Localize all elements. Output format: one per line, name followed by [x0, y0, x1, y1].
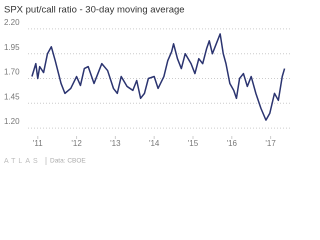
x-tick-label: '16 [227, 139, 238, 148]
y-tick-label: 1.95 [4, 43, 20, 52]
x-tick-label: '15 [188, 139, 199, 148]
brand: ATLAS [4, 158, 41, 165]
x-tick-label: '17 [265, 139, 276, 148]
y-tick-label: 1.20 [4, 117, 20, 126]
line [31, 33, 286, 121]
x-tick-label: '11 [33, 139, 43, 148]
x-tick-label: '13 [110, 139, 121, 148]
x-tick-label: '14 [149, 139, 160, 148]
page: SPX put/call ratio - 30-day moving avera… [4, 4, 292, 165]
y-tick-label: 1.70 [4, 68, 20, 77]
x-tick-label: '12 [71, 139, 82, 148]
y-tick-label: 1.45 [4, 92, 20, 101]
y-tick-label: 2.20 [4, 18, 20, 27]
source: Data: CBOE [50, 158, 86, 165]
chart: SPX put/call ratio - 30-day moving avera… [4, 5, 292, 165]
chart-title: SPX put/call ratio - 30-day moving avera… [4, 5, 185, 16]
